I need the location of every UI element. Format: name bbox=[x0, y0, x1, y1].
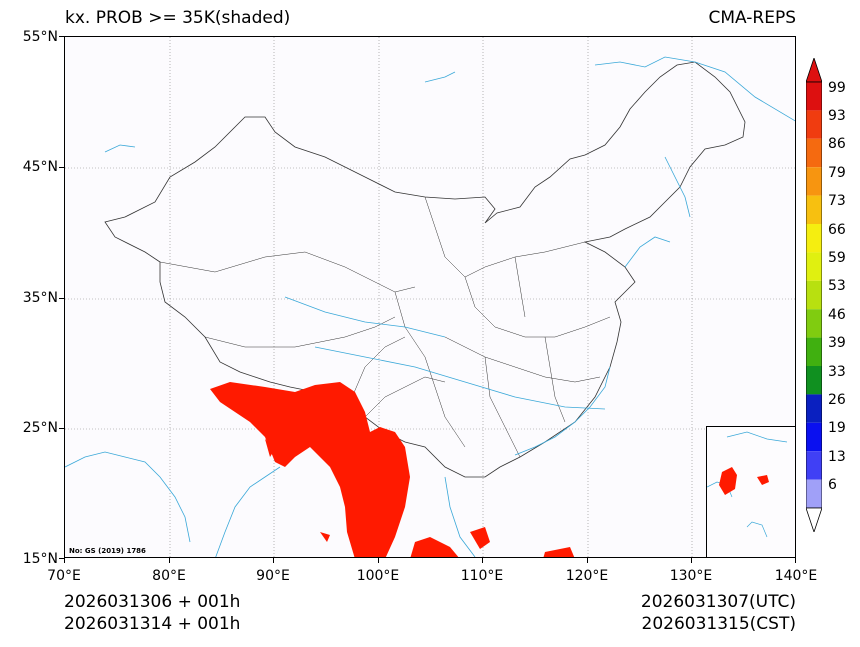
colorbar-label: 26 bbox=[828, 392, 846, 409]
colorbar-top-arrow bbox=[806, 58, 822, 83]
colorbar-segment bbox=[806, 280, 822, 310]
model-name: CMA-REPS bbox=[708, 8, 796, 28]
colorbar-label: 79 bbox=[828, 164, 846, 181]
colorbar-segment bbox=[806, 422, 822, 452]
colorbar-segment bbox=[806, 138, 822, 168]
colorbar-segment bbox=[806, 110, 822, 139]
lat-label-45n: 45°N bbox=[22, 159, 58, 175]
map-canvas bbox=[65, 37, 795, 557]
valid-time-cst: 2026031315(CST) bbox=[641, 614, 796, 634]
colorbar-bottom-arrow bbox=[806, 507, 822, 532]
colorbar-segment bbox=[806, 337, 822, 366]
colorbar-label: 6 bbox=[828, 477, 837, 494]
init-time-cst: 2026031314 + 001h bbox=[64, 614, 241, 634]
init-time-utc: 2026031306 + 001h bbox=[64, 592, 241, 612]
colorbar-segment bbox=[806, 195, 822, 224]
colorbar-segment bbox=[806, 167, 822, 196]
lon-label-110e: 110°E bbox=[460, 568, 504, 584]
map-panel[interactable]: No: GS (2019) 1786 bbox=[64, 36, 796, 558]
colorbar-label: 53 bbox=[828, 278, 846, 295]
colorbar-segment bbox=[806, 479, 822, 508]
province-borders bbox=[159, 196, 611, 458]
lon-label-70e: 70°E bbox=[47, 568, 81, 584]
map-title: kx. PROB >= 35K(shaded) bbox=[65, 8, 291, 28]
colorbar-label: 13 bbox=[828, 448, 846, 465]
colorbar-segment bbox=[806, 366, 822, 395]
coastlines bbox=[65, 56, 795, 557]
lon-label-80e: 80°E bbox=[152, 568, 186, 584]
colorbar-segment bbox=[806, 82, 822, 111]
probability-shading bbox=[210, 382, 575, 557]
colorbar-label: 19 bbox=[828, 420, 846, 437]
lon-label-140e: 140°E bbox=[774, 568, 818, 584]
colorbar-segment bbox=[806, 394, 822, 423]
colorbar-segment bbox=[806, 224, 822, 253]
colorbar-segment bbox=[806, 252, 822, 281]
valid-time-utc: 2026031307(UTC) bbox=[640, 592, 796, 612]
colorbar-label: 46 bbox=[828, 306, 846, 323]
colorbar-segment bbox=[806, 309, 822, 338]
south-china-sea-inset bbox=[706, 426, 795, 557]
colorbar bbox=[806, 58, 822, 532]
colorbar-label: 39 bbox=[828, 335, 846, 352]
colorbar-label: 93 bbox=[828, 108, 846, 125]
colorbar-label: 73 bbox=[828, 193, 846, 210]
inset-canvas bbox=[706, 431, 788, 538]
lat-label-35n: 35°N bbox=[22, 290, 58, 306]
colorbar-segment bbox=[806, 451, 822, 480]
colorbar-label: 99 bbox=[828, 79, 846, 96]
lon-label-100e: 100°E bbox=[356, 568, 400, 584]
colorbar-label: 59 bbox=[828, 250, 846, 267]
lat-label-55n: 55°N bbox=[22, 29, 58, 45]
lat-label-15n: 15°N bbox=[22, 551, 58, 567]
lon-label-130e: 130°E bbox=[669, 568, 713, 584]
lon-label-120e: 120°E bbox=[565, 568, 609, 584]
china-border bbox=[104, 61, 746, 478]
colorbar-label: 86 bbox=[828, 136, 846, 153]
lat-label-25n: 25°N bbox=[22, 420, 58, 436]
lon-label-90e: 90°E bbox=[256, 568, 290, 584]
map-approval-number: No: GS (2019) 1786 bbox=[69, 547, 146, 555]
colorbar-label: 33 bbox=[828, 363, 846, 380]
graticule bbox=[65, 37, 795, 557]
colorbar-label: 66 bbox=[828, 221, 846, 238]
